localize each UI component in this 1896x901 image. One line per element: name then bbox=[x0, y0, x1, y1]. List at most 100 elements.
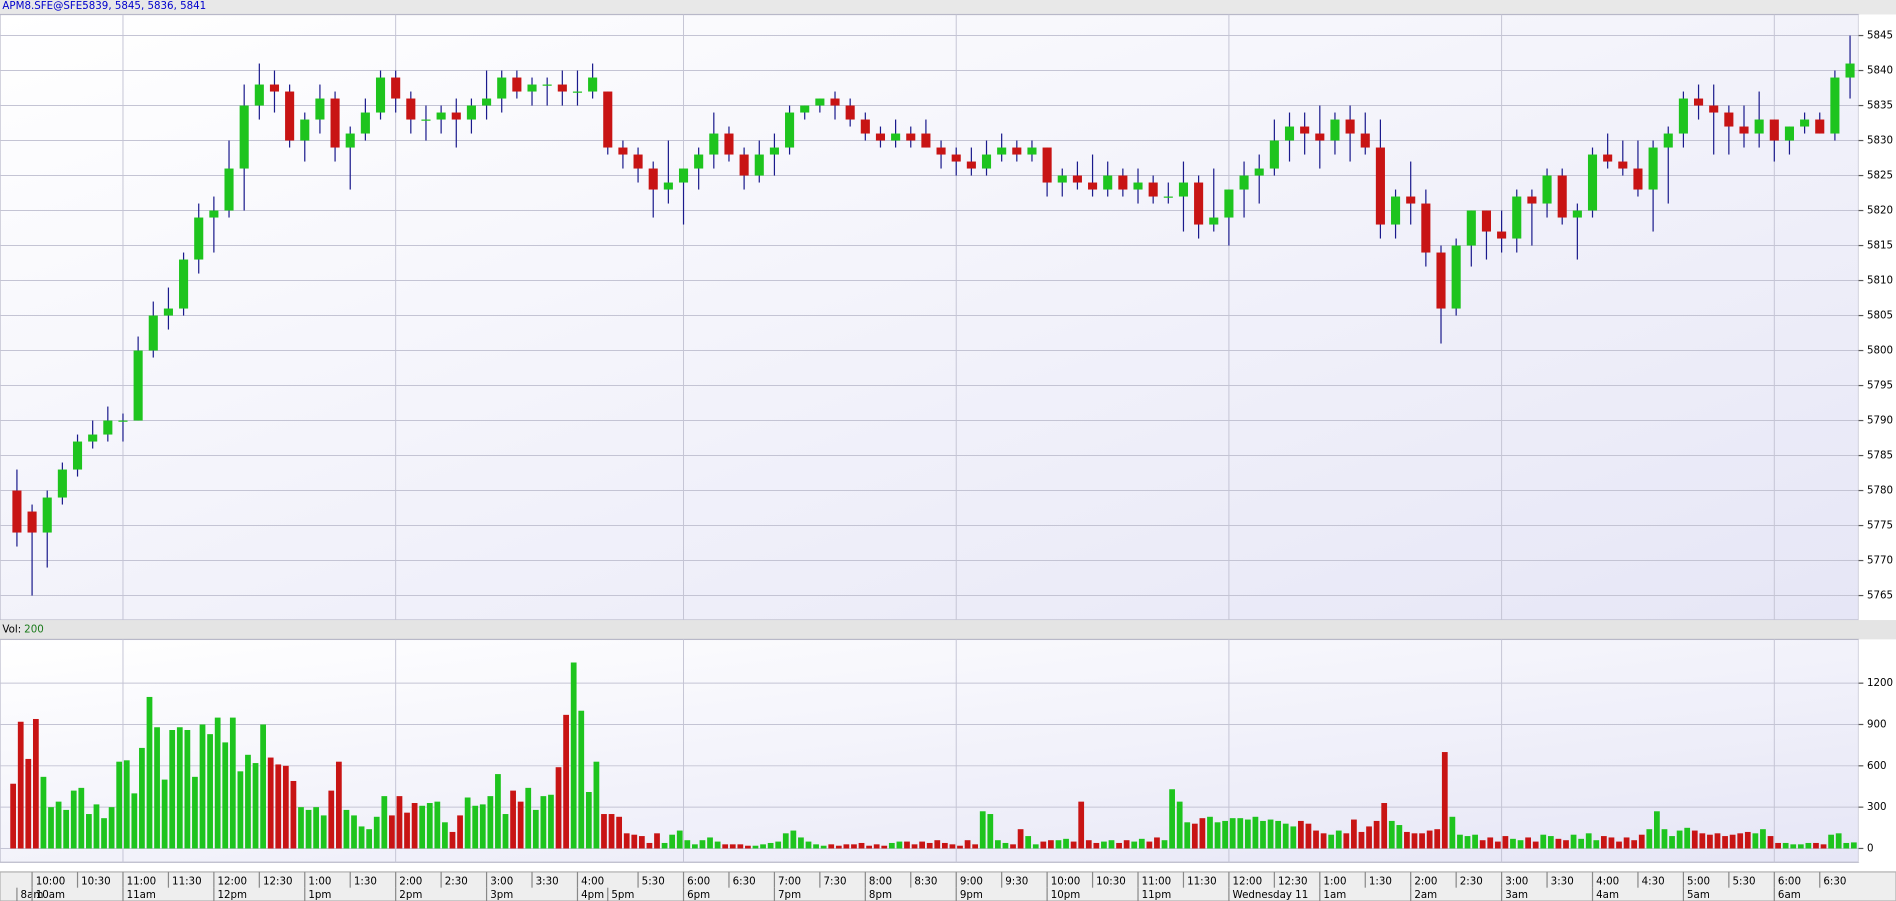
volume-bar bbox=[1676, 830, 1683, 849]
volume-bar bbox=[896, 841, 903, 849]
candle-body bbox=[1406, 196, 1416, 204]
y-tick-label: 5830 bbox=[1867, 135, 1893, 147]
candle-body bbox=[1709, 105, 1719, 113]
volume-bar bbox=[1593, 840, 1600, 849]
candle-body bbox=[1618, 161, 1628, 169]
y-tick-label: 600 bbox=[1867, 760, 1887, 772]
candle-body bbox=[981, 154, 992, 169]
volume-bar bbox=[775, 841, 782, 849]
candle-body bbox=[921, 133, 931, 148]
volume-bar bbox=[25, 758, 32, 849]
volume-bar bbox=[707, 837, 713, 849]
volume-bar bbox=[548, 794, 554, 849]
candle-body bbox=[497, 77, 507, 99]
volume-bar bbox=[1388, 820, 1395, 849]
candle-body bbox=[739, 154, 749, 176]
volume-bar bbox=[1404, 831, 1410, 849]
candle-body bbox=[1724, 112, 1734, 127]
volume-bar bbox=[214, 717, 221, 849]
volume-bar bbox=[1722, 836, 1728, 849]
y-tick-label: 5840 bbox=[1867, 65, 1893, 77]
y-tick-label: 1200 bbox=[1867, 677, 1893, 689]
volume-bar bbox=[1275, 820, 1282, 849]
volume-bar bbox=[290, 780, 297, 849]
candle-body bbox=[103, 420, 113, 435]
candle-body bbox=[1194, 182, 1204, 225]
volume-bar bbox=[820, 845, 827, 849]
x-tick-label: 10am bbox=[36, 889, 65, 901]
candle-body bbox=[1436, 252, 1446, 309]
x-tick-label: 8pm bbox=[869, 889, 892, 901]
candle-body bbox=[845, 105, 855, 120]
volume-bar bbox=[1760, 829, 1766, 849]
candle-body bbox=[254, 84, 264, 106]
volume-bar bbox=[1820, 844, 1827, 849]
volume-bar bbox=[661, 842, 668, 849]
volume-bar bbox=[1813, 842, 1819, 849]
candle-body bbox=[1678, 98, 1688, 134]
volume-bar bbox=[1797, 844, 1804, 849]
x-tick-label: 3am bbox=[1505, 889, 1528, 901]
x-tick-label: 5:00 bbox=[1687, 876, 1710, 888]
volume-bar bbox=[131, 793, 138, 849]
volume-bar bbox=[1025, 836, 1032, 849]
volume-bar bbox=[1222, 820, 1229, 849]
last-quote: 5839, 5845, 5836, 5841 bbox=[82, 0, 206, 12]
volume-bar bbox=[714, 841, 721, 849]
candle-body bbox=[663, 182, 673, 190]
x-tick-label: 11pm bbox=[1142, 889, 1172, 901]
volume-bar bbox=[1525, 837, 1531, 849]
x-tick-label: 6:30 bbox=[1823, 876, 1846, 888]
candle-body bbox=[1118, 175, 1128, 190]
x-tick-label: 4:30 bbox=[1642, 876, 1665, 888]
y-tick-label: 5790 bbox=[1867, 415, 1893, 427]
volume-bar bbox=[835, 845, 842, 849]
x-tick-label: 10:00 bbox=[36, 876, 66, 888]
candle-body bbox=[1466, 210, 1476, 246]
x-tick-label: 2:00 bbox=[1414, 876, 1437, 888]
volume-bar bbox=[1623, 837, 1630, 849]
volume-bar bbox=[1540, 834, 1547, 849]
volume-bar bbox=[616, 816, 623, 849]
volume-bar bbox=[1790, 844, 1797, 849]
y-tick-label: 300 bbox=[1867, 801, 1887, 813]
candle-body bbox=[1254, 168, 1264, 176]
volume-bar bbox=[843, 844, 850, 849]
candle-body bbox=[330, 98, 340, 148]
volume-bar bbox=[858, 842, 865, 849]
candle-body bbox=[1224, 189, 1234, 218]
volume-bar bbox=[1479, 840, 1486, 849]
volume-bar bbox=[1282, 823, 1289, 849]
volume-bar bbox=[1085, 840, 1092, 849]
candle-body bbox=[1769, 119, 1779, 141]
candle-body bbox=[1284, 126, 1295, 141]
x-tick-label: 6pm bbox=[687, 889, 710, 901]
volume-bar bbox=[790, 830, 797, 849]
volume-bar bbox=[404, 812, 410, 849]
volume-bar bbox=[1214, 822, 1221, 849]
volume-bar bbox=[532, 809, 539, 849]
y-tick-label: 5770 bbox=[1867, 555, 1893, 567]
volume-bar bbox=[654, 833, 660, 849]
volume-bar bbox=[199, 724, 206, 849]
volume-bar bbox=[449, 831, 456, 849]
candle-body bbox=[800, 105, 810, 113]
candle-body bbox=[572, 91, 583, 93]
volume-bar bbox=[1426, 830, 1433, 849]
volume-bar bbox=[1555, 838, 1562, 849]
candle-body bbox=[860, 119, 870, 134]
candle-body bbox=[27, 511, 37, 533]
volume-bar bbox=[926, 842, 933, 849]
x-tick-label: 2pm bbox=[399, 889, 422, 901]
candle-body bbox=[542, 84, 552, 86]
volume-bar bbox=[55, 801, 62, 849]
y-tick-label: 5815 bbox=[1867, 240, 1893, 252]
volume-bar bbox=[1510, 838, 1516, 849]
x-tick-label: 9:00 bbox=[960, 876, 983, 888]
volume-bar bbox=[517, 801, 524, 849]
volume-bar bbox=[1017, 829, 1024, 849]
volume-bar bbox=[328, 790, 335, 849]
volume-bar bbox=[1237, 818, 1244, 849]
candle-body bbox=[754, 154, 764, 176]
candle-body bbox=[557, 84, 567, 92]
